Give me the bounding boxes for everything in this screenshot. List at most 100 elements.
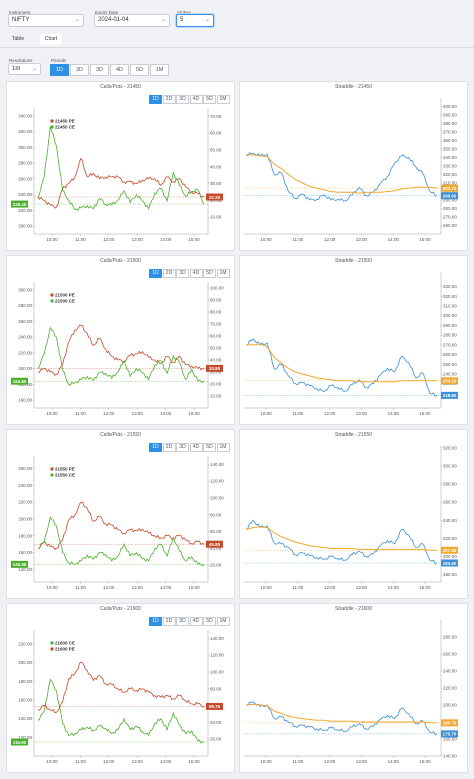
x-tick-label: 12:00 xyxy=(103,759,115,764)
right-tick-label: 120.00 xyxy=(210,653,224,658)
left-tick-label: 200.00 xyxy=(18,660,32,665)
right-tick-label: 100.00 xyxy=(210,670,224,675)
calls-puts-chart[interactable]: 220.00 200.00 180.00 160.00 140.00 120.00 140.… xyxy=(7,614,236,774)
vwap-line xyxy=(245,703,437,724)
x-tick-label: 15:00 xyxy=(188,237,200,242)
legend-dot xyxy=(50,125,54,129)
period-button-2d[interactable]: 2D xyxy=(70,64,89,76)
right-tick-label: 330.00 xyxy=(443,164,457,169)
left-tick-label: 280.00 xyxy=(18,303,32,308)
x-tick-label: 13:00 xyxy=(132,759,144,764)
right-tick-label: 140.00 xyxy=(443,754,457,759)
x-tick-label: 12:00 xyxy=(324,759,336,764)
chart-period-button-2d[interactable]: 2D xyxy=(162,617,176,626)
chart-period-button-2d[interactable]: 2D xyxy=(162,95,176,104)
x-tick-label: 15:00 xyxy=(419,411,431,416)
instrument-label: Instrument xyxy=(9,10,31,15)
chart-period-button-1m[interactable]: 1M xyxy=(216,95,230,104)
chart-period-button-4d[interactable]: 4D xyxy=(189,617,203,626)
chart-period-button-2d[interactable]: 2D xyxy=(162,443,176,452)
x-tick-label: 11:00 xyxy=(75,585,86,590)
right-tick-label: 280.00 xyxy=(443,635,457,640)
series-line-21600-ce xyxy=(37,678,205,744)
left-tick-label: 140.00 xyxy=(18,716,32,721)
period-button-5d[interactable]: 5D xyxy=(130,64,149,76)
last-value-left-label-bg xyxy=(11,738,28,746)
right-tick-label: 260.00 xyxy=(443,652,457,657)
x-tick-label: 10:00 xyxy=(260,237,272,242)
resolution-select[interactable]: 1m ⌄ xyxy=(8,63,41,75)
chart-period-button-3d[interactable]: 3D xyxy=(176,95,189,104)
right-tick-label: 80.00 xyxy=(210,512,222,517)
x-tick-label: 10:00 xyxy=(46,585,58,590)
x-tick-label: 11:00 xyxy=(292,759,303,764)
chart-period-button-1d[interactable]: 1D xyxy=(149,617,162,626)
legend-dot xyxy=(50,647,54,651)
strikes-label: Strikes xyxy=(177,10,191,15)
last-value-left-label-bg xyxy=(11,560,28,568)
right-tick-label: 30.00 xyxy=(210,181,222,186)
chart-period-button-1d[interactable]: 1D xyxy=(149,269,162,278)
resolution-value: 1m xyxy=(12,66,21,72)
chart-period-button-1m[interactable]: 1M xyxy=(216,443,230,452)
last-value-left-label: 184.80 xyxy=(13,379,27,384)
right-tick-label: 350.00 xyxy=(443,147,457,152)
straddle-chart[interactable]: 330.00 320.00 310.00 300.00 290.00 280.00 270.… xyxy=(240,266,469,426)
chart-period-button-1d[interactable]: 1D xyxy=(149,95,162,104)
straddle-last-label: 175.70 xyxy=(443,732,457,737)
left-tick-label: 240.00 xyxy=(18,335,32,340)
right-tick-label: 280.00 xyxy=(443,333,457,338)
chart-period-button-5d[interactable]: 5D xyxy=(203,617,216,626)
legend-item: 21600 CE xyxy=(50,641,75,646)
chart-period-button-4d[interactable]: 4D xyxy=(189,95,203,104)
chart-period-button-1m[interactable]: 1M xyxy=(216,269,230,278)
legend-label: 21600 PE xyxy=(55,647,75,652)
chart-period-button-5d[interactable]: 5D xyxy=(203,443,216,452)
chart-period-button-1m[interactable]: 1M xyxy=(216,617,230,626)
straddle-last-label-bg xyxy=(441,559,458,567)
instrument-select[interactable]: NIFTY ⌄ xyxy=(8,14,84,27)
expiry-select[interactable]: 2024-01-04 ⌄ xyxy=(94,14,170,27)
right-tick-label: 290.00 xyxy=(443,323,457,328)
straddle-chart[interactable]: 280.00260.00240.00220.00200.00180.00160.… xyxy=(240,614,469,774)
period-button-3d[interactable]: 3D xyxy=(90,64,109,76)
series-line-21600-pe xyxy=(37,661,205,714)
chart-period-button-5d[interactable]: 5D xyxy=(203,269,216,278)
right-tick-label: 310.00 xyxy=(443,304,457,309)
right-tick-label: 10.00 xyxy=(210,215,222,220)
legend-label: 21550 PE xyxy=(55,467,75,472)
right-tick-label: 310.00 xyxy=(443,181,457,186)
left-tick-label: 300.00 xyxy=(18,287,32,292)
calls-puts-chart[interactable]: 260.00 240.00 220.00 200.00 180.00 160.00 140.… xyxy=(7,440,236,600)
chart-title: Calls/Puts - 21550 xyxy=(100,432,141,438)
tab-chart[interactable]: Chart xyxy=(40,34,62,45)
chart-period-button-4d[interactable]: 4D xyxy=(189,269,203,278)
chevron-down-icon: ⌄ xyxy=(74,17,80,23)
legend-label: 21450 PE xyxy=(55,119,75,124)
straddle-chart[interactable]: 320.00 300.00 280.00 260.00 240.00 220.00 200.… xyxy=(240,440,469,600)
chart-period-button-1d[interactable]: 1D xyxy=(149,443,162,452)
chart-period-button-3d[interactable]: 3D xyxy=(176,443,189,452)
vwap-last-label: 207.80 xyxy=(443,548,457,553)
vwap-last-label-bg xyxy=(441,377,458,385)
calls-puts-chart[interactable]: 300.00280.00260.00240.00220.00200.00180.… xyxy=(7,266,236,426)
chart-title: Straddle - 21450 xyxy=(335,84,372,90)
calls-puts-chart[interactable]: 340.00 320.00 300.00 280.00 260.00 240.00 220.… xyxy=(7,92,236,252)
x-tick-label: 10:00 xyxy=(260,411,272,416)
chart-period-button-5d[interactable]: 5D xyxy=(203,95,216,104)
chart-period-button-3d[interactable]: 3D xyxy=(176,269,189,278)
period-button-1d[interactable]: 1D xyxy=(50,64,69,76)
tab-table[interactable]: Table xyxy=(12,36,24,42)
period-button-1m[interactable]: 1M xyxy=(150,64,169,76)
chart-period-button-3d[interactable]: 3D xyxy=(176,617,189,626)
period-button-4d[interactable]: 4D xyxy=(110,64,129,76)
chart-period-button-4d[interactable]: 4D xyxy=(189,443,203,452)
left-tick-label: 240.00 xyxy=(18,483,32,488)
chart-period-button-2d[interactable]: 2D xyxy=(162,269,176,278)
last-value-right-label-bg xyxy=(206,702,223,710)
right-tick-label: 140.00 xyxy=(210,636,224,641)
straddle-chart[interactable]: 400.00 390.00 380.00 370.00 360.00 350.00 340.… xyxy=(240,92,469,252)
chart-period-selector: 1D 2D 3D 4D 5D 1M xyxy=(149,443,233,452)
strikes-select[interactable]: 5 ⌄ xyxy=(176,14,214,27)
resolutions-label: Resolutions xyxy=(9,58,33,63)
